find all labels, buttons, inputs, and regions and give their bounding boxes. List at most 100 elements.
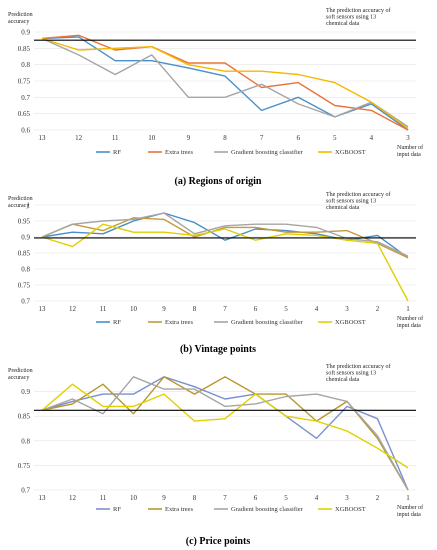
y-tick-label: 0.95 <box>18 218 31 226</box>
x-tick-label: 13 <box>39 305 47 313</box>
y-axis-label-line2: accuracy <box>8 203 29 209</box>
y-tick-label: 0.6 <box>21 127 30 135</box>
reference-annotation: The prediction accuracy of <box>326 363 390 370</box>
legend-label: RF <box>113 506 121 513</box>
x-tick-label: 6 <box>296 134 300 142</box>
series-line-gradient-boosting-classifier <box>41 37 409 128</box>
reference-annotation: chemical data <box>326 205 359 211</box>
y-axis-label-line2: accuracy <box>8 375 29 381</box>
series-line-gradient-boosting-classifier <box>41 376 409 491</box>
y-tick-label: 0.75 <box>18 462 31 470</box>
legend-label: Gradient boosting classifier <box>231 149 304 156</box>
x-tick-label: 10 <box>130 305 138 313</box>
y-tick-label: 0.7 <box>21 94 30 102</box>
x-tick-label: 3 <box>345 305 349 313</box>
y-tick-label: 0.75 <box>18 282 31 290</box>
x-tick-label: 2 <box>376 494 380 502</box>
series-line-rf <box>41 376 409 491</box>
y-tick-label: 0.85 <box>18 250 31 258</box>
x-axis-label-line2: input data <box>397 152 421 158</box>
x-tick-label: 5 <box>284 305 288 313</box>
x-tick-label: 7 <box>260 134 264 142</box>
series-line-gradient-boosting-classifier <box>41 212 409 257</box>
x-axis-label: Number of <box>397 504 423 511</box>
x-tick-label: 11 <box>112 134 119 142</box>
x-tick-label: 5 <box>333 134 337 142</box>
y-axis-label-line2: accuracy <box>8 19 29 25</box>
x-tick-label: 10 <box>148 134 156 142</box>
x-tick-label: 8 <box>193 305 197 313</box>
x-tick-label: 7 <box>223 494 227 502</box>
legend-label: Extra trees <box>165 319 193 326</box>
y-tick-label: 0.65 <box>18 110 31 118</box>
x-tick-label: 2 <box>376 305 380 313</box>
panel-caption: (a) Regions of origin <box>175 176 262 187</box>
x-tick-label: 1 <box>406 494 410 502</box>
y-tick-label: 0.7 <box>21 298 30 306</box>
legend-label: RF <box>113 149 121 156</box>
legend-label: RF <box>113 319 121 326</box>
series-line-xgboost <box>41 37 409 129</box>
legend-label: XGBOOST <box>335 319 366 326</box>
x-axis-label-line2: input data <box>397 512 421 518</box>
x-tick-label: 5 <box>284 494 288 502</box>
x-tick-label: 7 <box>223 305 227 313</box>
reference-annotation: The prediction accuracy of <box>326 7 390 14</box>
y-tick-label: 0.9 <box>21 29 30 37</box>
x-axis-label-line2: input data <box>397 323 421 329</box>
reference-annotation: soft sensors using 13 <box>326 198 376 205</box>
x-tick-label: 12 <box>75 134 83 142</box>
series-line-extra-trees <box>41 34 409 131</box>
y-axis-label: Prediction <box>8 368 33 374</box>
x-tick-label: 6 <box>254 494 258 502</box>
legend-label: Extra trees <box>165 149 193 156</box>
x-tick-label: 4 <box>315 494 319 502</box>
x-tick-label: 13 <box>39 134 47 142</box>
y-tick-label: 0.7 <box>21 487 30 495</box>
reference-annotation: chemical data <box>326 21 359 27</box>
legend-label: Extra trees <box>165 506 193 513</box>
x-tick-label: 8 <box>193 494 197 502</box>
x-tick-label: 12 <box>69 305 77 313</box>
legend-label: XGBOOST <box>335 149 366 156</box>
x-axis-label: Number of <box>397 144 423 151</box>
x-tick-label: 4 <box>315 305 319 313</box>
series-line-xgboost <box>41 383 409 469</box>
y-tick-label: 0.9 <box>21 388 30 396</box>
y-tick-label: 0.85 <box>18 413 31 421</box>
x-tick-label: 10 <box>130 494 138 502</box>
legend-label: Gradient boosting classifier <box>231 506 304 513</box>
series-line-xgboost <box>41 223 409 302</box>
y-tick-label: 0.75 <box>18 78 31 86</box>
x-tick-label: 13 <box>39 494 47 502</box>
series-line-rf <box>41 212 409 259</box>
y-tick-label: 0.85 <box>18 45 31 53</box>
panel-caption: (b) Vintage points <box>180 344 256 355</box>
series-line-extra-trees <box>41 217 409 259</box>
x-tick-label: 1 <box>406 305 410 313</box>
x-tick-label: 12 <box>69 494 77 502</box>
legend-label: XGBOOST <box>335 506 366 513</box>
x-axis-label: Number of <box>397 315 423 322</box>
legend-label: Gradient boosting classifier <box>231 319 304 326</box>
reference-annotation: soft sensors using 13 <box>326 14 376 21</box>
y-tick-label: 0.8 <box>21 437 30 445</box>
x-tick-label: 4 <box>370 134 374 142</box>
x-tick-label: 3 <box>345 494 349 502</box>
series-line-rf <box>41 36 409 131</box>
x-tick-label: 11 <box>100 305 107 313</box>
y-tick-label: 0.8 <box>21 61 30 69</box>
y-axis-label: Prediction <box>8 196 33 202</box>
reference-annotation: soft sensors using 13 <box>326 370 376 377</box>
x-tick-label: 11 <box>100 494 107 502</box>
y-tick-label: 1 <box>27 202 31 210</box>
x-tick-label: 3 <box>406 134 410 142</box>
x-tick-label: 8 <box>223 134 227 142</box>
reference-annotation: chemical data <box>326 377 359 383</box>
series-line-extra-trees <box>41 376 409 491</box>
y-axis-label: Prediction <box>8 12 33 18</box>
x-tick-label: 9 <box>162 494 166 502</box>
